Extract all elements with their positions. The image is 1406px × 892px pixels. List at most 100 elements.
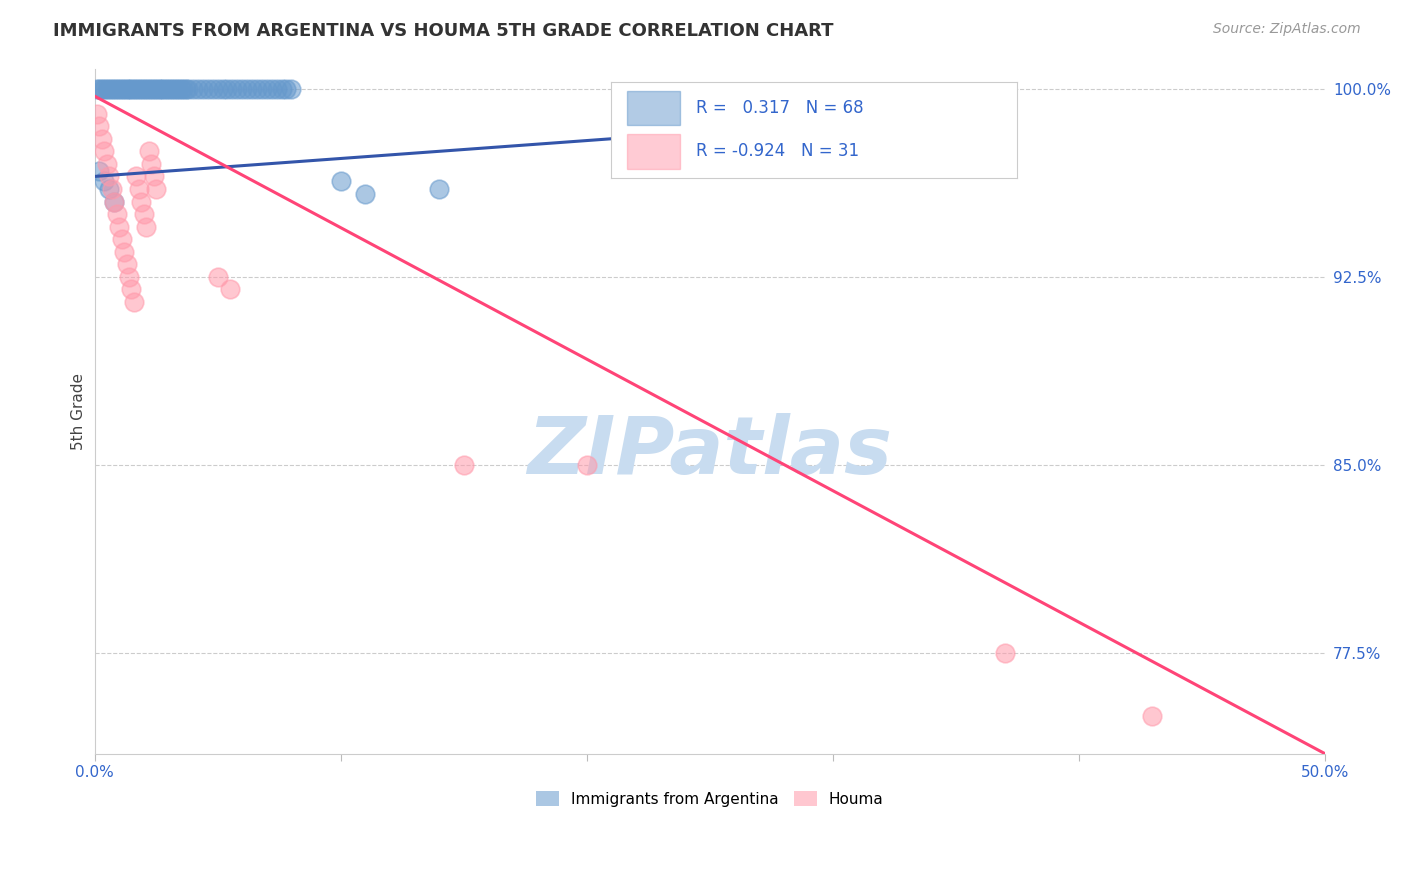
Point [174,81,197,95]
Point [101,182,124,196]
Point [157,81,180,95]
Point [221,81,243,95]
Point [191,81,214,95]
Point [256,81,278,95]
Point [128,182,150,196]
Point [152,81,174,95]
Y-axis label: 5th Grade: 5th Grade [72,373,86,450]
Point [98,182,121,196]
Point [138,81,160,95]
Point [575,458,598,472]
Point [89,120,111,134]
Point [236,81,259,95]
Point [1142,709,1164,723]
Point [207,81,229,95]
Point [246,81,269,95]
Point [201,81,224,95]
Point [427,182,450,196]
Point [108,81,131,95]
Point [772,124,794,138]
Point [329,174,352,188]
Point [128,81,150,95]
Point [145,81,167,95]
Point [131,194,153,209]
Point [226,81,249,95]
Point [165,81,187,95]
Point [162,81,184,95]
Point [121,282,143,296]
Legend: Immigrants from Argentina, Houma: Immigrants from Argentina, Houma [529,783,891,814]
Point [250,81,273,95]
Text: Source: ZipAtlas.com: Source: ZipAtlas.com [1213,22,1361,37]
Point [105,81,128,95]
Point [93,145,115,159]
Point [148,81,170,95]
Point [167,81,190,95]
Point [111,81,134,95]
Point [150,81,173,95]
Point [276,81,298,95]
Point [207,269,229,284]
Point [91,81,114,95]
Point [197,81,219,95]
Point [115,81,138,95]
Point [105,207,128,221]
Point [177,81,200,95]
Point [142,169,165,184]
Point [103,81,125,95]
Point [138,145,160,159]
Point [132,81,155,95]
Point [125,169,148,184]
Point [217,81,239,95]
Point [98,81,121,95]
Point [132,207,155,221]
Point [93,174,115,188]
Point [108,219,131,234]
Point [142,81,165,95]
Point [270,81,292,95]
Text: ZIPatlas: ZIPatlas [527,413,893,491]
Point [135,81,157,95]
Point [172,81,194,95]
Point [103,194,125,209]
Point [187,81,209,95]
Point [994,646,1017,660]
Point [453,458,475,472]
Point [240,81,263,95]
Point [160,81,183,95]
Point [101,81,124,95]
Point [118,81,141,95]
Point [118,269,141,284]
Point [155,81,177,95]
Point [111,232,134,246]
Point [266,81,288,95]
Point [86,81,108,95]
Point [89,164,111,178]
Point [181,81,204,95]
Point [91,132,114,146]
Point [354,186,377,201]
Point [112,244,135,259]
Point [145,182,167,196]
Point [93,81,115,95]
Point [121,81,143,95]
Point [135,219,157,234]
Point [131,81,153,95]
Point [89,81,111,95]
Point [141,157,163,171]
Point [170,81,193,95]
Point [112,81,135,95]
Point [122,294,145,309]
Point [280,81,302,95]
Point [125,81,148,95]
Point [260,81,283,95]
Point [211,81,233,95]
Point [219,282,242,296]
Point [103,194,125,209]
Point [98,169,121,184]
Point [115,257,138,271]
Point [96,157,118,171]
Point [122,81,145,95]
Point [96,81,118,95]
Point [231,81,253,95]
